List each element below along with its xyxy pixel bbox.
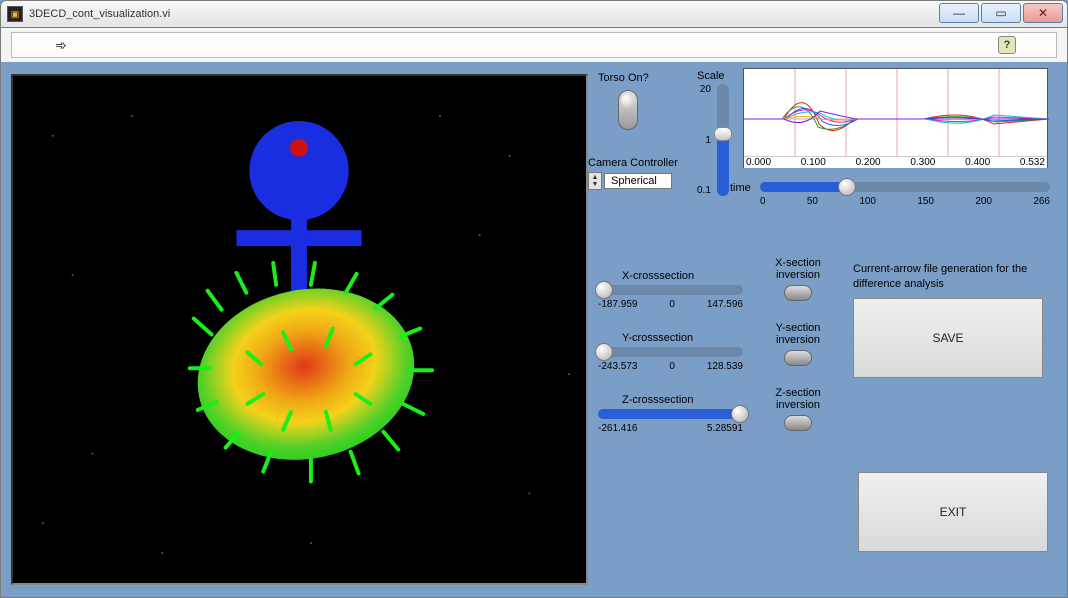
window-title: 3DECD_cont_visualization.vi	[29, 8, 170, 20]
ymin: -243.573	[598, 361, 637, 372]
run-icon[interactable]: ➾	[52, 37, 70, 53]
yinv-group: Y-section inversion	[768, 322, 828, 366]
x-crosssection-group: X-crosssection -187.959 0 147.596	[598, 270, 743, 310]
zmin: -261.416	[598, 423, 637, 434]
yinv-label: Y-section inversion	[768, 322, 828, 346]
app-icon: ▣	[7, 6, 23, 22]
tt2: 100	[859, 196, 876, 207]
zmax: 5.28591	[707, 423, 743, 434]
yzero: 0	[669, 361, 675, 372]
camera-mode-dropdown[interactable]: Spherical	[604, 173, 672, 189]
y-cross-slider[interactable]	[598, 347, 743, 357]
filegen-group: Current-arrow file generation for the di…	[853, 262, 1048, 378]
scale-min: 0.1	[697, 185, 711, 196]
camera-group: Camera Controller ▲▼ Spherical	[588, 157, 678, 190]
xt5: 0.532	[1020, 157, 1045, 168]
time-label: time	[730, 182, 751, 194]
maximize-button[interactable]: ▭	[981, 3, 1021, 23]
xcross-label: X-crosssection	[622, 270, 743, 282]
tt4: 200	[975, 196, 992, 207]
xt4: 0.400	[965, 157, 990, 168]
scale-slider[interactable]	[717, 84, 729, 196]
xmax: 147.596	[707, 299, 743, 310]
xt3: 0.300	[910, 157, 935, 168]
save-button[interactable]: SAVE	[853, 298, 1043, 378]
minimize-button[interactable]: —	[939, 3, 979, 23]
title-bar: ▣ 3DECD_cont_visualization.vi — ▭ ✕	[0, 0, 1068, 28]
z-cross-slider[interactable]	[598, 409, 743, 419]
exit-button[interactable]: EXIT	[858, 472, 1048, 552]
tt5: 266	[1033, 196, 1050, 207]
help-icon[interactable]: ?	[998, 36, 1016, 54]
xt0: 0.000	[746, 157, 771, 168]
torso-group: Torso On?	[598, 72, 649, 130]
torso-toggle[interactable]	[618, 90, 638, 130]
xinv-label: X-section inversion	[768, 257, 828, 281]
z-crosssection-group: Z-crosssection -261.416 5.28591	[598, 394, 743, 434]
scale-mid: 1	[697, 135, 711, 146]
x-cross-slider[interactable]	[598, 285, 743, 295]
tt1: 50	[807, 196, 818, 207]
dropdown-stepper[interactable]: ▲▼	[588, 172, 602, 190]
torso-label: Torso On?	[598, 72, 649, 84]
xmin: -187.959	[598, 299, 637, 310]
time-slider[interactable]	[760, 182, 1050, 192]
zcross-label: Z-crosssection	[622, 394, 743, 406]
zinv-group: Z-section inversion	[768, 387, 828, 431]
controls-panel: Torso On? Camera Controller ▲▼ Spherical…	[588, 62, 1067, 597]
y-crosssection-group: Y-crosssection -243.573 0 128.539	[598, 332, 743, 372]
close-button[interactable]: ✕	[1023, 3, 1063, 23]
ycross-label: Y-crosssection	[622, 332, 743, 344]
camera-label: Camera Controller	[588, 157, 678, 169]
zinv-label: Z-section inversion	[768, 387, 828, 411]
scale-group: Scale 20 1 0.1	[697, 70, 737, 196]
waveform-plot[interactable]: 0.000 0.100 0.200 0.300 0.400 0.532	[743, 68, 1048, 168]
scale-label: Scale	[697, 70, 737, 82]
3d-viewport[interactable]	[11, 74, 588, 585]
ymax: 128.539	[707, 361, 743, 372]
tt3: 150	[917, 196, 934, 207]
z-inversion-toggle[interactable]	[784, 415, 812, 431]
toolbar: ➾ ?	[0, 28, 1068, 62]
scale-max: 20	[697, 84, 711, 95]
xt1: 0.100	[801, 157, 826, 168]
xt2: 0.200	[856, 157, 881, 168]
time-group: time 0 50 100 150 200 266	[730, 182, 1050, 207]
y-inversion-toggle[interactable]	[784, 350, 812, 366]
filegen-caption: Current-arrow file generation for the di…	[853, 262, 1048, 292]
x-inversion-toggle[interactable]	[784, 285, 812, 301]
xzero: 0	[669, 299, 675, 310]
content-area: Torso On? Camera Controller ▲▼ Spherical…	[0, 62, 1068, 598]
xinv-group: X-section inversion	[768, 257, 828, 301]
tt0: 0	[760, 196, 766, 207]
